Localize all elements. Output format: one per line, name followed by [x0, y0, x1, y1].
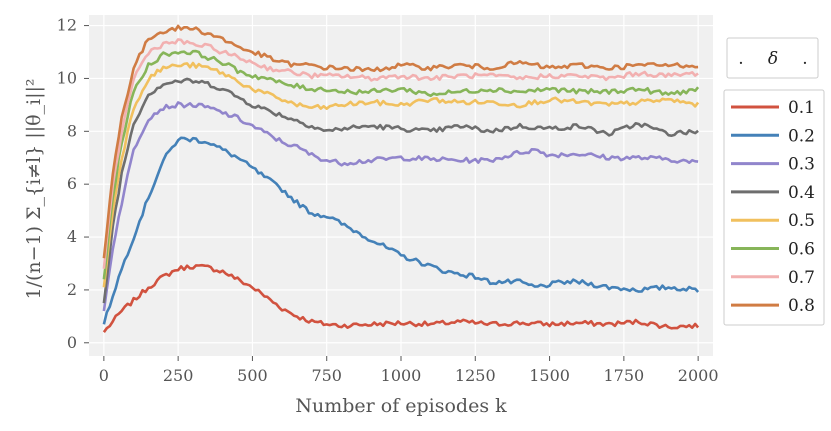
y-tick-label: 4: [67, 227, 77, 246]
legend-title-box: . δ .: [726, 37, 819, 79]
legend-title-symbol: δ: [768, 49, 778, 69]
series-line-0-4: [102, 77, 699, 304]
series-line-0-3: [102, 101, 699, 312]
x-tick-label: 1000: [381, 366, 422, 385]
legend: 0.1 0.2 0.3 0.4 0.5 0.6 0.7 0.8: [723, 89, 825, 326]
grid-lines: [89, 15, 713, 356]
series-line-0-6: [102, 49, 700, 280]
x-tick-label: 500: [237, 366, 268, 385]
y-tick-label: 8: [67, 121, 77, 140]
legend-title-left: .: [738, 49, 743, 69]
y-tick-label: 6: [67, 174, 77, 193]
x-axis-title: Number of episodes k: [295, 395, 507, 417]
x-tick-label: 1250: [455, 366, 496, 385]
y-axis-title: 1/(n−1) Σ_{i≠l} ||θ_i||²: [23, 78, 45, 299]
series-line-0-7: [102, 38, 699, 269]
x-tick-label: 0: [99, 366, 109, 385]
x-tick-label: 2000: [678, 366, 719, 385]
y-axis-ticks: 0 2 4 6 8 10 12: [57, 16, 89, 352]
series-line-0-2: [102, 136, 700, 325]
legend-label: 0.5: [788, 211, 815, 231]
legend-title-right: .: [802, 49, 807, 69]
legend-label: 0.3: [788, 155, 815, 175]
legend-label: 0.2: [788, 126, 815, 146]
y-tick-label: 12: [57, 16, 77, 35]
x-tick-label: 1750: [603, 366, 644, 385]
x-tick-label: 250: [163, 366, 194, 385]
y-tick-label: 10: [57, 68, 77, 87]
series-line-0-5: [102, 61, 700, 288]
legend-label: 0.8: [788, 296, 815, 316]
y-tick-label: 2: [67, 280, 77, 299]
x-tick-label: 1500: [529, 366, 570, 385]
series-line-0-8: [102, 24, 699, 259]
legend-label: 0.4: [788, 183, 815, 203]
series-lines: [102, 24, 700, 333]
y-axis-title-text: 1/(n−1) Σ_{i≠l} ||θ_i||²: [23, 78, 45, 299]
series-line-0-1: [102, 263, 700, 333]
x-axis-title-text: Number of episodes k: [295, 395, 507, 417]
x-tick-label: 750: [311, 366, 342, 385]
x-axis-ticks: 0 250 500 750 1000 1250 1500 1750 2000: [99, 356, 719, 385]
legend-label: 0.1: [788, 98, 815, 118]
legend-label: 0.6: [788, 240, 815, 260]
legend-label: 0.7: [788, 268, 815, 288]
y-tick-label: 0: [67, 333, 77, 352]
